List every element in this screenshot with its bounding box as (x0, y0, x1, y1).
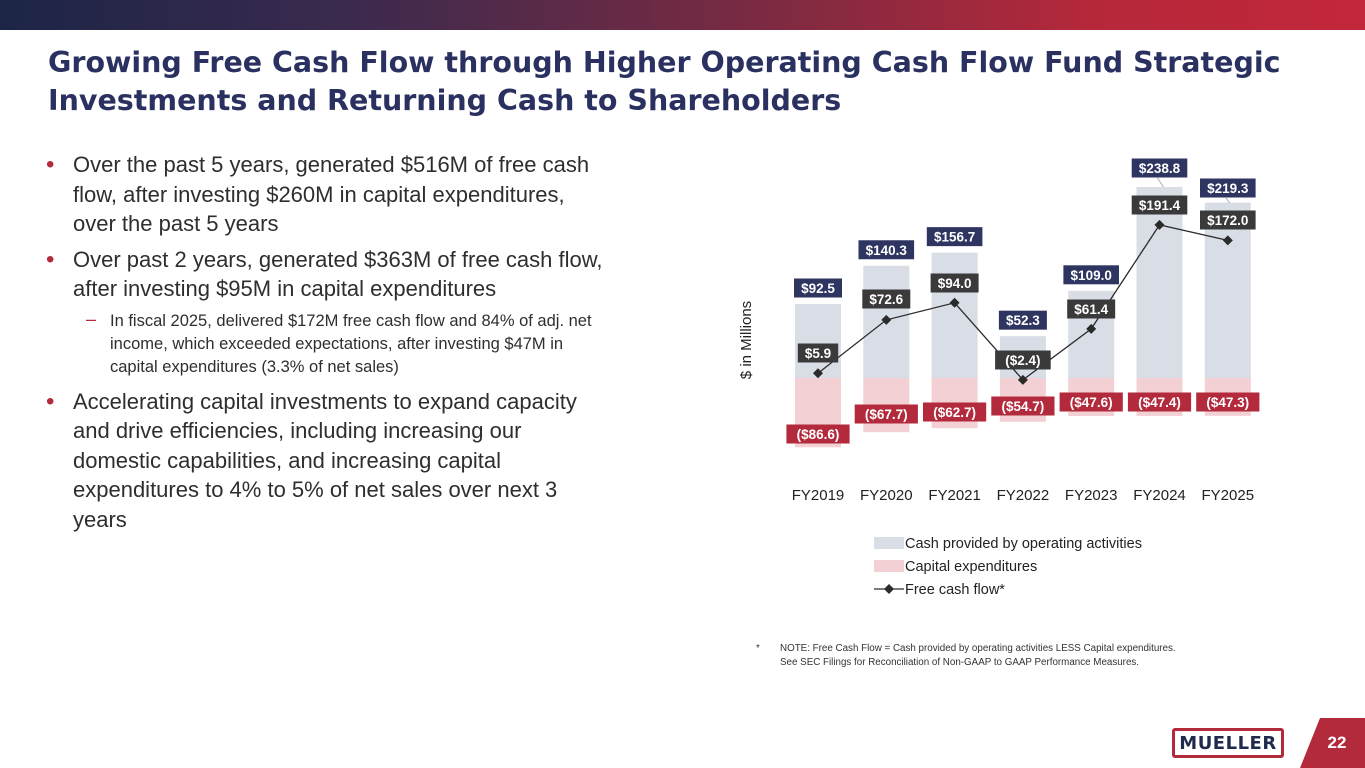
bullet-item-2: • Over past 2 years, generated $363M of … (46, 245, 606, 304)
top-gradient-bar (0, 0, 1365, 30)
sub-bullet-item: – In fiscal 2025, delivered $172M free c… (46, 308, 606, 379)
capex-data-label: ($47.4) (1138, 395, 1181, 410)
free-cash-flow-point (1154, 219, 1165, 230)
capex-data-label-bg (1127, 392, 1192, 412)
capex-data-label-bg (854, 404, 918, 424)
footnote-marker: * (756, 643, 760, 654)
free-cash-flow-data-label: $94.0 (938, 276, 972, 291)
operating-cash-data-label: $156.7 (934, 230, 975, 245)
dash-icon: – (86, 308, 97, 329)
operating-cash-data-label-bg (794, 278, 842, 298)
x-tick-label: FY2019 (792, 487, 845, 504)
free-cash-flow-data-label: $61.4 (1074, 302, 1108, 317)
operating-cash-data-label: $92.5 (801, 281, 835, 296)
operating-cash-data-label: $140.3 (866, 243, 908, 258)
x-tick-label: FY2022 (997, 487, 1050, 504)
free-cash-flow-data-label-bg (995, 350, 1051, 370)
free-cash-flow-point (1086, 323, 1097, 334)
operating-cash-data-label: $109.0 (1071, 268, 1112, 283)
page-number: 22 (1327, 733, 1347, 752)
operating-cash-data-label-bg (1063, 265, 1119, 285)
label-leader-line (1157, 177, 1164, 188)
cash-flow-chart: FY2019 FY2020 FY2021 FY2022 FY2023 FY2024 FY20… (738, 158, 1260, 598)
free-cash-flow-data-label: $72.6 (869, 292, 903, 307)
operating-cash-bar (795, 304, 841, 378)
x-tick-label: FY2024 (1133, 487, 1186, 504)
page-title: Growing Free Cash Flow through Higher Op… (48, 44, 1308, 120)
legend-label-capex: Capital expenditures (905, 559, 1037, 575)
capex-data-label: ($54.7) (1002, 399, 1045, 414)
legend-label-operating: Cash provided by operating activities (905, 536, 1142, 552)
label-leader-line (1225, 197, 1231, 204)
x-tick-label: FY2025 (1202, 487, 1255, 504)
bullet-text-3: Accelerating capital investments to expa… (73, 388, 577, 532)
free-cash-flow-data-label-bg (1067, 299, 1116, 319)
capex-data-label-bg (786, 424, 850, 444)
page-title-line-1: Growing Free Cash Flow through Higher Op… (48, 46, 1281, 79)
legend-swatch-capex (874, 560, 904, 572)
operating-cash-data-label: $219.3 (1207, 181, 1249, 196)
free-cash-flow-data-label-bg (1131, 195, 1188, 215)
free-cash-flow-data-label: $172.0 (1207, 213, 1248, 228)
capex-data-label-bg (923, 402, 987, 422)
legend-swatch-fcf-marker (884, 584, 894, 594)
capex-data-label-bg (1196, 392, 1260, 412)
footnote: * NOTE: Free Cash Flow = Cash provided b… (756, 642, 1276, 670)
bullet-dot-icon: • (46, 151, 55, 178)
bullet-text-1: Over the past 5 years, generated $516M o… (73, 152, 590, 236)
bullet-list: • Over the past 5 years, generated $516M… (46, 150, 606, 540)
free-cash-flow-point (813, 368, 823, 379)
x-tick-label: FY2023 (1065, 487, 1118, 504)
free-cash-flow-data-label: $5.9 (805, 346, 831, 361)
operating-cash-data-label-bg (1131, 158, 1188, 178)
capex-data-label: ($62.7) (933, 405, 976, 420)
operating-cash-data-label: $52.3 (1006, 313, 1040, 328)
footnote-line-2: See SEC Filings for Reconciliation of No… (780, 657, 1140, 668)
page-title-line-2: Investments and Returning Cash to Shareh… (48, 84, 842, 117)
capex-data-label-bg (1059, 392, 1123, 412)
free-cash-flow-data-label-bg (862, 289, 911, 309)
free-cash-flow-point (1017, 374, 1028, 385)
bullet-dot-icon: • (46, 387, 55, 415)
sub-bullet-text: In fiscal 2025, delivered $172M free cas… (110, 311, 592, 376)
operating-cash-bar (1136, 186, 1183, 378)
page-number-flag (1300, 718, 1365, 768)
operating-cash-data-label-bg (1200, 178, 1256, 198)
free-cash-flow-data-label-bg (797, 343, 839, 363)
capex-data-label: ($47.6) (1070, 395, 1113, 410)
bullet-text-2: Over past 2 years, generated $363M of fr… (73, 246, 603, 302)
operating-cash-bar (1204, 202, 1251, 378)
legend-label-fcf: Free cash flow* (905, 582, 1005, 598)
bullet-item-1: • Over the past 5 years, generated $516M… (46, 150, 606, 239)
capex-data-label: ($47.3) (1206, 395, 1249, 410)
capex-data-label: ($67.7) (865, 407, 908, 422)
operating-cash-bar (931, 252, 978, 378)
legend-swatch-operating (874, 537, 904, 549)
free-cash-flow-point (881, 314, 892, 325)
footnote-line-1: NOTE: Free Cash Flow = Cash provided by … (780, 643, 1176, 654)
x-tick-label: FY2020 (860, 487, 913, 504)
y-axis-label: $ in Millions (738, 301, 755, 379)
bullet-dot-icon: • (46, 245, 55, 273)
operating-cash-data-label-bg (858, 240, 915, 260)
operating-cash-data-label-bg (998, 310, 1047, 330)
free-cash-flow-point (949, 297, 960, 308)
capex-data-label-bg (991, 396, 1055, 416)
x-tick-label: FY2021 (928, 487, 981, 504)
free-cash-flow-data-label-bg (930, 273, 979, 293)
operating-cash-data-label: $238.8 (1139, 161, 1181, 176)
free-cash-flow-data-label: ($2.4) (1005, 353, 1040, 368)
capex-data-label: ($86.6) (797, 427, 840, 442)
mueller-logo: MUELLER (1172, 728, 1284, 758)
operating-cash-data-label-bg (926, 227, 983, 247)
bullet-item-3: • Accelerating capital investments to ex… (46, 387, 606, 535)
free-cash-flow-data-label-bg (1200, 210, 1256, 230)
free-cash-flow-point (1222, 235, 1233, 246)
free-cash-flow-data-label: $191.4 (1139, 198, 1181, 213)
